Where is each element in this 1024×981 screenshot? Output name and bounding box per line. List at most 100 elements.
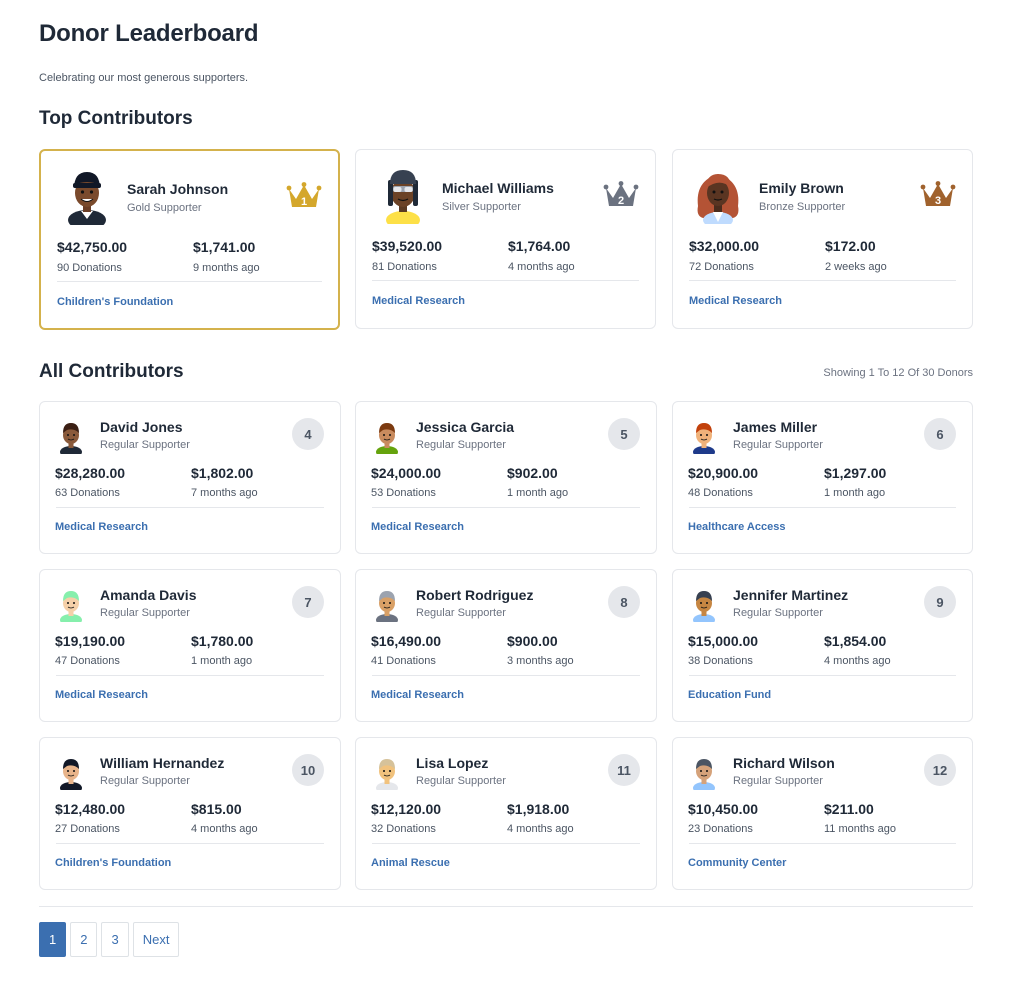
donor-card[interactable]: Amanda Davis Regular Supporter 7 $19,190.00…: [39, 569, 341, 722]
page-3-button[interactable]: 3: [101, 922, 129, 957]
card-divider: [689, 507, 956, 508]
total-amount: $20,900.00: [688, 465, 759, 481]
silver-crown-icon: 2: [603, 181, 639, 207]
donor-name: Jessica Garcia: [416, 419, 515, 435]
donor-tier: Silver Supporter: [442, 201, 521, 213]
person-avatar-icon: [693, 591, 715, 622]
rank-badge: 9: [924, 586, 956, 618]
donor-name: James Miller: [733, 419, 818, 435]
donation-count: 27 Donations: [55, 823, 120, 835]
donor-tier: Regular Supporter: [733, 607, 823, 619]
donor-card[interactable]: David Jones Regular Supporter 4 $28,280.00 $…: [39, 401, 341, 554]
last-donation-time: 1 month ago: [191, 655, 253, 667]
person-avatar-icon: [693, 759, 715, 790]
cause-link[interactable]: Children's Foundation: [57, 296, 174, 308]
donation-count: 90 Donations: [57, 262, 122, 274]
donation-count: 53 Donations: [371, 487, 436, 499]
rank-badge: 7: [292, 586, 324, 618]
person-avatar-icon: [386, 170, 420, 224]
rank-badge: 5: [608, 418, 640, 450]
cause-link[interactable]: Medical Research: [371, 689, 464, 701]
recent-amount: $900.00: [507, 633, 558, 649]
total-amount: $32,000.00: [689, 238, 760, 254]
page-1-button[interactable]: 1: [39, 922, 67, 957]
last-donation-time: 1 month ago: [507, 487, 569, 499]
cause-link[interactable]: Medical Research: [371, 521, 464, 533]
last-donation-time: 9 months ago: [193, 262, 260, 274]
donation-count: 48 Donations: [688, 487, 753, 499]
crown-rank: 3: [935, 195, 941, 207]
recent-amount: $1,918.00: [507, 801, 570, 817]
donor-card[interactable]: Jennifer Martinez Regular Supporter 9 $15,0…: [672, 569, 973, 722]
cause-link[interactable]: Children's Foundation: [55, 857, 172, 869]
rank-badge: 10: [292, 754, 324, 786]
person-avatar-icon: [68, 172, 106, 225]
donor-name: Emily Brown: [759, 180, 844, 196]
donor-tier: Regular Supporter: [416, 439, 506, 451]
total-amount: $39,520.00: [372, 238, 443, 254]
recent-amount: $1,802.00: [191, 465, 254, 481]
total-amount: $28,280.00: [55, 465, 126, 481]
donation-count: 23 Donations: [688, 823, 753, 835]
last-donation-time: 4 months ago: [507, 823, 574, 835]
crown-rank: 2: [618, 195, 624, 207]
donation-count: 41 Donations: [371, 655, 436, 667]
cause-link[interactable]: Education Fund: [688, 689, 772, 701]
pagination: 1 2 3 Next: [39, 922, 180, 957]
person-avatar-icon: [60, 591, 82, 622]
last-donation-time: 3 months ago: [507, 655, 574, 667]
donor-name: Jennifer Martinez: [733, 587, 849, 603]
donor-tier: Gold Supporter: [127, 202, 202, 214]
donation-count: 38 Donations: [688, 655, 753, 667]
recent-amount: $1,780.00: [191, 633, 254, 649]
donor-name: Richard Wilson: [733, 755, 835, 771]
donor-name: Michael Williams: [442, 180, 554, 196]
donor-card[interactable]: Richard Wilson Regular Supporter 12 $10,450…: [672, 737, 973, 890]
person-avatar-icon: [60, 759, 82, 790]
card-divider: [56, 507, 324, 508]
crown-rank: 1: [301, 196, 307, 208]
cause-link[interactable]: Medical Research: [55, 689, 148, 701]
top-donor-card[interactable]: Michael Williams Silver Supporter 2 $39,…: [355, 149, 656, 329]
page-title: Donor Leaderboard: [39, 20, 259, 47]
top-donor-card[interactable]: Sarah Johnson Gold Supporter 1 $42,750.0…: [39, 149, 340, 330]
last-donation-time: 7 months ago: [191, 487, 258, 499]
top-donor-card[interactable]: Emily Brown Bronze Supporter 3 $32,000.0…: [672, 149, 973, 329]
person-avatar-icon: [376, 591, 398, 622]
donor-name: Robert Rodriguez: [416, 587, 534, 603]
person-avatar-icon: [376, 759, 398, 790]
total-amount: $12,480.00: [55, 801, 126, 817]
donor-tier: Bronze Supporter: [759, 201, 846, 213]
total-amount: $42,750.00: [57, 239, 128, 255]
person-avatar-icon: [693, 423, 715, 454]
donor-card[interactable]: Robert Rodriguez Regular Supporter 8 $16,49…: [355, 569, 657, 722]
recent-amount: $815.00: [191, 801, 242, 817]
recent-amount: $211.00: [824, 801, 874, 817]
cause-link[interactable]: Animal Rescue: [371, 857, 450, 869]
total-amount: $16,490.00: [371, 633, 442, 649]
cause-link[interactable]: Community Center: [688, 857, 787, 869]
cause-link[interactable]: Healthcare Access: [688, 521, 786, 533]
donation-count: 47 Donations: [55, 655, 120, 667]
donor-card[interactable]: Jessica Garcia Regular Supporter 5 $24,000.…: [355, 401, 657, 554]
total-amount: $12,120.00: [371, 801, 442, 817]
donor-card[interactable]: Lisa Lopez Regular Supporter 11 $12,120.00 $…: [355, 737, 657, 890]
recent-amount: $172.00: [825, 238, 876, 254]
donation-count: 72 Donations: [689, 261, 754, 273]
donor-tier: Regular Supporter: [416, 607, 506, 619]
cause-link[interactable]: Medical Research: [372, 295, 465, 307]
donation-count: 63 Donations: [55, 487, 120, 499]
cause-link[interactable]: Medical Research: [55, 521, 148, 533]
page-2-button[interactable]: 2: [70, 922, 98, 957]
person-avatar-icon: [697, 174, 739, 224]
cause-link[interactable]: Medical Research: [689, 295, 782, 307]
donor-card[interactable]: William Hernandez Regular Supporter 10 $12,…: [39, 737, 341, 890]
total-amount: $24,000.00: [371, 465, 442, 481]
card-divider: [57, 281, 322, 282]
donor-tier: Regular Supporter: [733, 775, 823, 787]
donor-card[interactable]: James Miller Regular Supporter 6 $20,900.00…: [672, 401, 973, 554]
next-page-button[interactable]: Next: [132, 922, 180, 957]
card-divider: [372, 280, 639, 281]
card-divider: [56, 675, 324, 676]
last-donation-time: 4 months ago: [824, 655, 891, 667]
